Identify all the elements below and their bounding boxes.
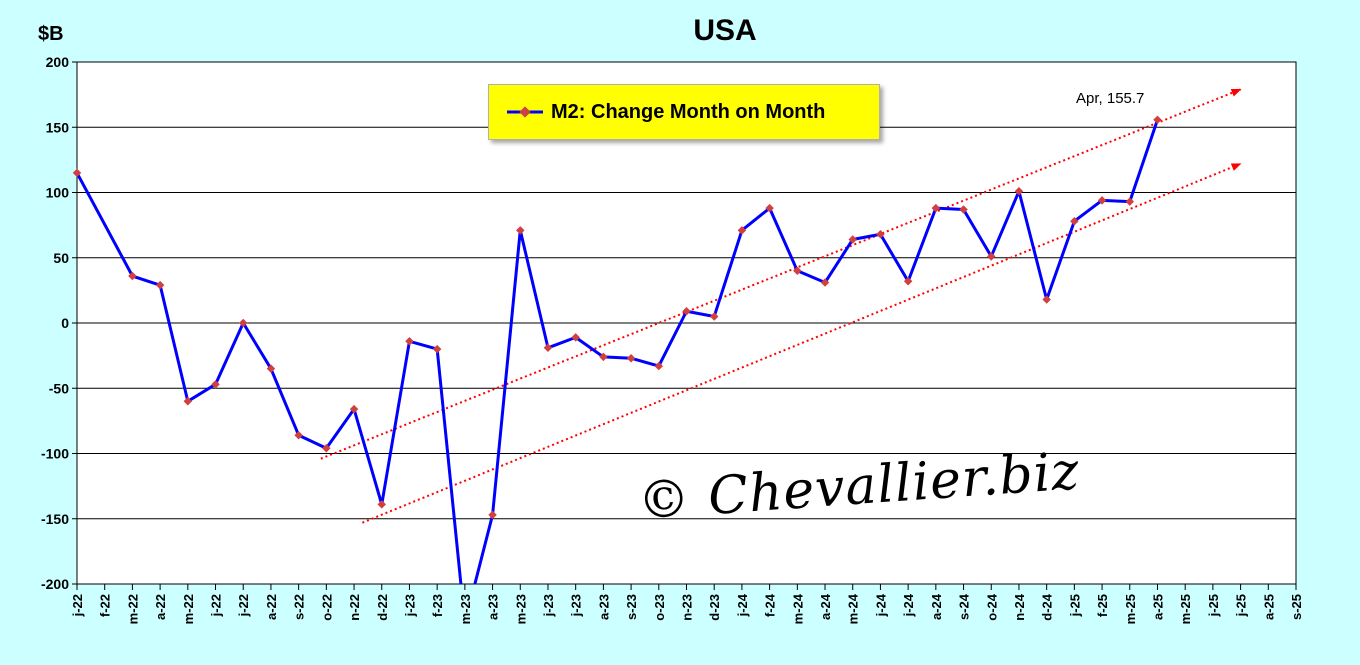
data-point bbox=[266, 364, 276, 373]
x-tick-label: j-24 bbox=[873, 593, 888, 617]
x-tick-label: m-23 bbox=[458, 594, 473, 624]
legend-line-icon bbox=[507, 106, 543, 118]
x-tick-label: a-23 bbox=[596, 594, 611, 620]
data-point bbox=[903, 276, 913, 286]
x-tick-label: f-22 bbox=[98, 594, 113, 617]
x-tick-label: j-24 bbox=[901, 593, 916, 617]
x-tick-label: j-25 bbox=[1206, 594, 1221, 617]
x-tick-label: s-23 bbox=[624, 594, 639, 620]
data-point bbox=[377, 500, 386, 509]
data-point bbox=[128, 271, 137, 281]
data-point bbox=[72, 168, 82, 178]
x-tick-label: a-23 bbox=[486, 594, 501, 620]
data-point bbox=[488, 510, 497, 520]
trend-lines bbox=[320, 88, 1242, 524]
x-tick-label: o-23 bbox=[652, 594, 667, 621]
x-tick-label: n-22 bbox=[347, 594, 362, 621]
data-point bbox=[820, 278, 830, 287]
x-tick-label: f-25 bbox=[1095, 594, 1110, 617]
x-tick-label: m-24 bbox=[790, 593, 805, 624]
x-tick-label: d-24 bbox=[1040, 593, 1055, 621]
x-tick-label: d-22 bbox=[375, 594, 390, 621]
data-point bbox=[709, 312, 719, 321]
x-tick-label: m-22 bbox=[125, 594, 140, 624]
x-tick-label: a-24 bbox=[818, 593, 833, 620]
x-tick-label: j-23 bbox=[541, 594, 556, 617]
trend-line-lower-channel bbox=[361, 162, 1242, 524]
x-axis-ticks: j-22 f-22 m-22 a-22 m-22 j-22 j-22 a-22 s-22 o-22… bbox=[70, 584, 1304, 624]
y-tick-label: 50 bbox=[53, 250, 69, 266]
data-point bbox=[682, 307, 691, 316]
y-tick-label: -100 bbox=[41, 446, 69, 462]
chart-title: USA bbox=[693, 14, 757, 47]
data-point bbox=[599, 352, 608, 362]
data-point bbox=[183, 397, 193, 406]
data-point bbox=[238, 318, 248, 328]
data-point bbox=[626, 353, 636, 363]
series-m2 bbox=[72, 115, 1162, 584]
x-tick-label: a-22 bbox=[264, 594, 279, 620]
x-tick-label: j-25 bbox=[1234, 594, 1249, 617]
x-tick-label: f-23 bbox=[430, 594, 445, 617]
y-tick-label: 200 bbox=[46, 54, 70, 70]
x-tick-label: j-23 bbox=[402, 594, 417, 617]
x-tick-label: m-24 bbox=[846, 593, 861, 624]
x-tick-label: n-24 bbox=[1012, 593, 1027, 621]
x-tick-label: s-24 bbox=[957, 593, 972, 620]
data-point bbox=[322, 444, 331, 453]
y-tick-label: -50 bbox=[49, 380, 69, 396]
x-tick-label: m-25 bbox=[1178, 594, 1193, 624]
legend: M2: Change Month on Month bbox=[488, 84, 880, 140]
y-axis-unit: $B bbox=[38, 23, 64, 45]
x-tick-label: a-24 bbox=[929, 593, 944, 620]
x-tick-label: m-25 bbox=[1123, 594, 1138, 624]
trend-line-upper-channel bbox=[320, 88, 1242, 460]
last-value-annotation: Apr, 155.7 bbox=[1076, 90, 1145, 107]
x-tick-label: s-25 bbox=[1289, 594, 1304, 620]
data-point bbox=[571, 333, 580, 342]
y-tick-label: 150 bbox=[46, 119, 70, 135]
data-point bbox=[1042, 295, 1051, 304]
data-point bbox=[654, 361, 664, 371]
x-tick-label: a-25 bbox=[1150, 594, 1165, 620]
x-tick-label: j-24 bbox=[735, 593, 750, 617]
data-point bbox=[349, 404, 359, 414]
x-tick-label: f-24 bbox=[763, 593, 778, 617]
x-tick-label: o-24 bbox=[984, 593, 999, 621]
x-tick-label: d-23 bbox=[707, 594, 722, 621]
x-tick-label: a-22 bbox=[153, 594, 168, 620]
x-tick-label: j-22 bbox=[209, 594, 224, 617]
x-tick-label: j-22 bbox=[70, 594, 85, 617]
y-axis-ticks: 200 150 100 50 0 -50 -100 -150 -200 bbox=[41, 54, 69, 592]
legend-label: M2: Change Month on Month bbox=[551, 100, 826, 123]
data-point bbox=[294, 430, 303, 440]
x-tick-label: m-23 bbox=[513, 594, 528, 624]
data-point bbox=[793, 266, 802, 276]
y-tick-label: -150 bbox=[41, 511, 69, 527]
y-tick-label: -200 bbox=[41, 576, 69, 592]
x-tick-label: j-25 bbox=[1067, 594, 1082, 617]
data-point bbox=[405, 337, 414, 346]
data-point bbox=[543, 343, 553, 353]
y-tick-label: 100 bbox=[46, 185, 70, 201]
x-tick-label: n-23 bbox=[680, 594, 695, 621]
data-point bbox=[211, 380, 220, 389]
x-tick-label: m-22 bbox=[181, 594, 196, 624]
data-point bbox=[155, 280, 165, 290]
x-tick-label: a-25 bbox=[1261, 594, 1276, 620]
grid-lines bbox=[72, 61, 1296, 585]
data-point bbox=[432, 344, 442, 354]
x-tick-label: s-22 bbox=[292, 594, 307, 620]
y-tick-label: 0 bbox=[61, 315, 69, 331]
x-tick-label: j-22 bbox=[236, 594, 251, 617]
x-tick-label: o-22 bbox=[319, 594, 334, 621]
x-tick-label: j-23 bbox=[569, 594, 584, 617]
